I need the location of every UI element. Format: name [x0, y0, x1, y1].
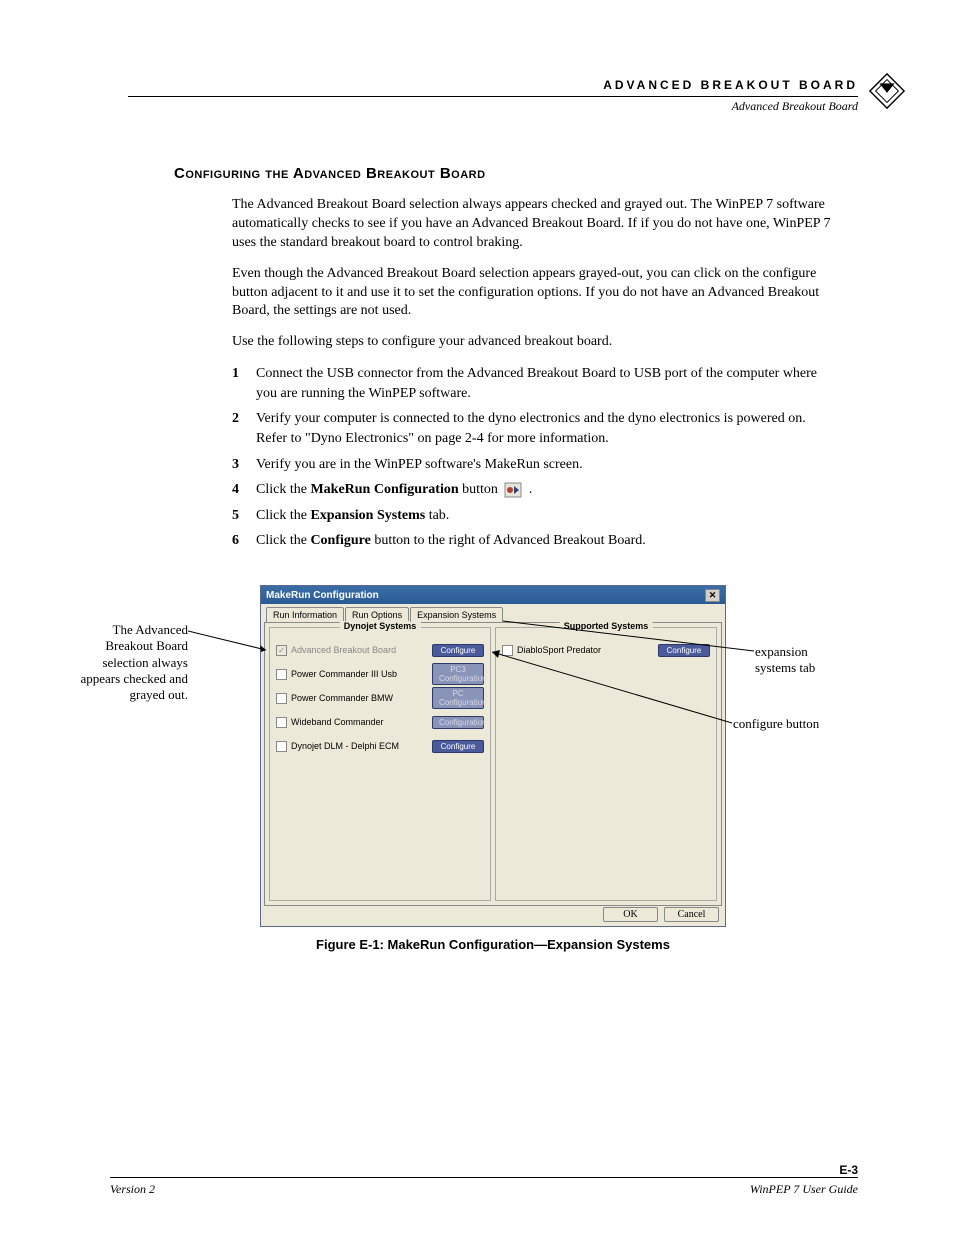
dj-label: Dynojet DLM - Delphi ECM [291, 741, 399, 751]
checkbox-icon[interactable] [276, 717, 287, 728]
tab-expansion-systems[interactable]: Expansion Systems [410, 607, 503, 622]
callout-left-line [188, 628, 280, 653]
content-area: Configuring the Advanced Breakout Board … [174, 165, 834, 557]
checkbox-icon[interactable] [276, 741, 287, 752]
corner-emblem-icon [868, 72, 906, 110]
close-icon[interactable]: ✕ [705, 589, 720, 602]
step-4: 4 Click the MakeRun Configuration button… [232, 480, 834, 500]
para-1: The Advanced Breakout Board selection al… [232, 196, 834, 253]
header-rule [128, 96, 858, 97]
dialog-footer: OK Cancel [603, 907, 719, 922]
dj-label: Advanced Breakout Board [291, 645, 396, 655]
dj-row-1: Power Commander III Usb PC3 Configuration [276, 666, 484, 682]
cancel-button[interactable]: Cancel [664, 907, 719, 922]
dj-row-4: Dynojet DLM - Delphi ECM Configure [276, 738, 484, 754]
callout-configure-button: configure button [733, 716, 843, 732]
para-3: Use the following steps to configure you… [232, 333, 834, 352]
dj-label: Power Commander BMW [291, 693, 393, 703]
page-footer: Version 2 WinPEP 7 User Guide [110, 1177, 858, 1197]
step-5: 5 Click the Expansion Systems tab. [232, 506, 834, 526]
footer-right: WinPEP 7 User Guide [750, 1182, 858, 1197]
dynojet-group-title: Dynojet Systems [340, 621, 421, 631]
tab-run-options[interactable]: Run Options [345, 607, 409, 622]
para-2: Even though the Advanced Breakout Board … [232, 265, 834, 322]
checkbox-icon[interactable] [276, 669, 287, 680]
callout-expansion-tab: expansion systems tab [755, 644, 845, 677]
dynojet-systems-group: Dynojet Systems ✓Advanced Breakout Board… [269, 627, 491, 901]
figure-caption: Figure E-1: MakeRun Configuration—Expans… [260, 937, 726, 952]
footer-left: Version 2 [110, 1182, 155, 1197]
makerun-config-icon [504, 482, 522, 498]
step-2: 2Verify your computer is connected to th… [232, 409, 834, 448]
step-1: 1Connect the USB connector from the Adva… [232, 364, 834, 403]
configure-button[interactable]: Configure [432, 740, 484, 753]
step-6: 6 Click the Configure button to the righ… [232, 531, 834, 551]
callout-left: The Advanced Breakout Board selection al… [78, 622, 188, 703]
chapter-title: ADVANCED BREAKOUT BOARD [98, 78, 858, 92]
callout-r2-line [492, 650, 734, 726]
configure-button[interactable]: Configuration [432, 716, 484, 729]
dj-row-3: Wideband Commander Configuration [276, 714, 484, 730]
section-heading: Configuring the Advanced Breakout Board [174, 165, 834, 182]
configure-button[interactable]: PC3 Configuration [432, 663, 484, 685]
steps-list: 1Connect the USB connector from the Adva… [232, 364, 834, 551]
dj-row-2: Power Commander BMW PC Configuration [276, 690, 484, 706]
dialog-titlebar: MakeRun Configuration ✕ [261, 586, 725, 604]
page-number: E-3 [839, 1163, 858, 1177]
dialog-title: MakeRun Configuration [266, 590, 379, 601]
dj-label: Power Commander III Usb [291, 669, 397, 679]
checkbox-icon[interactable] [276, 693, 287, 704]
page-header: ADVANCED BREAKOUT BOARD Advanced Breakou… [98, 78, 858, 114]
ok-button[interactable]: OK [603, 907, 658, 922]
tab-run-information[interactable]: Run Information [266, 607, 344, 622]
dj-label: Wideband Commander [291, 717, 384, 727]
step-3: 3Verify you are in the WinPEP software's… [232, 455, 834, 475]
section-subtitle: Advanced Breakout Board [98, 99, 858, 114]
configure-button[interactable]: PC Configuration [432, 687, 484, 709]
